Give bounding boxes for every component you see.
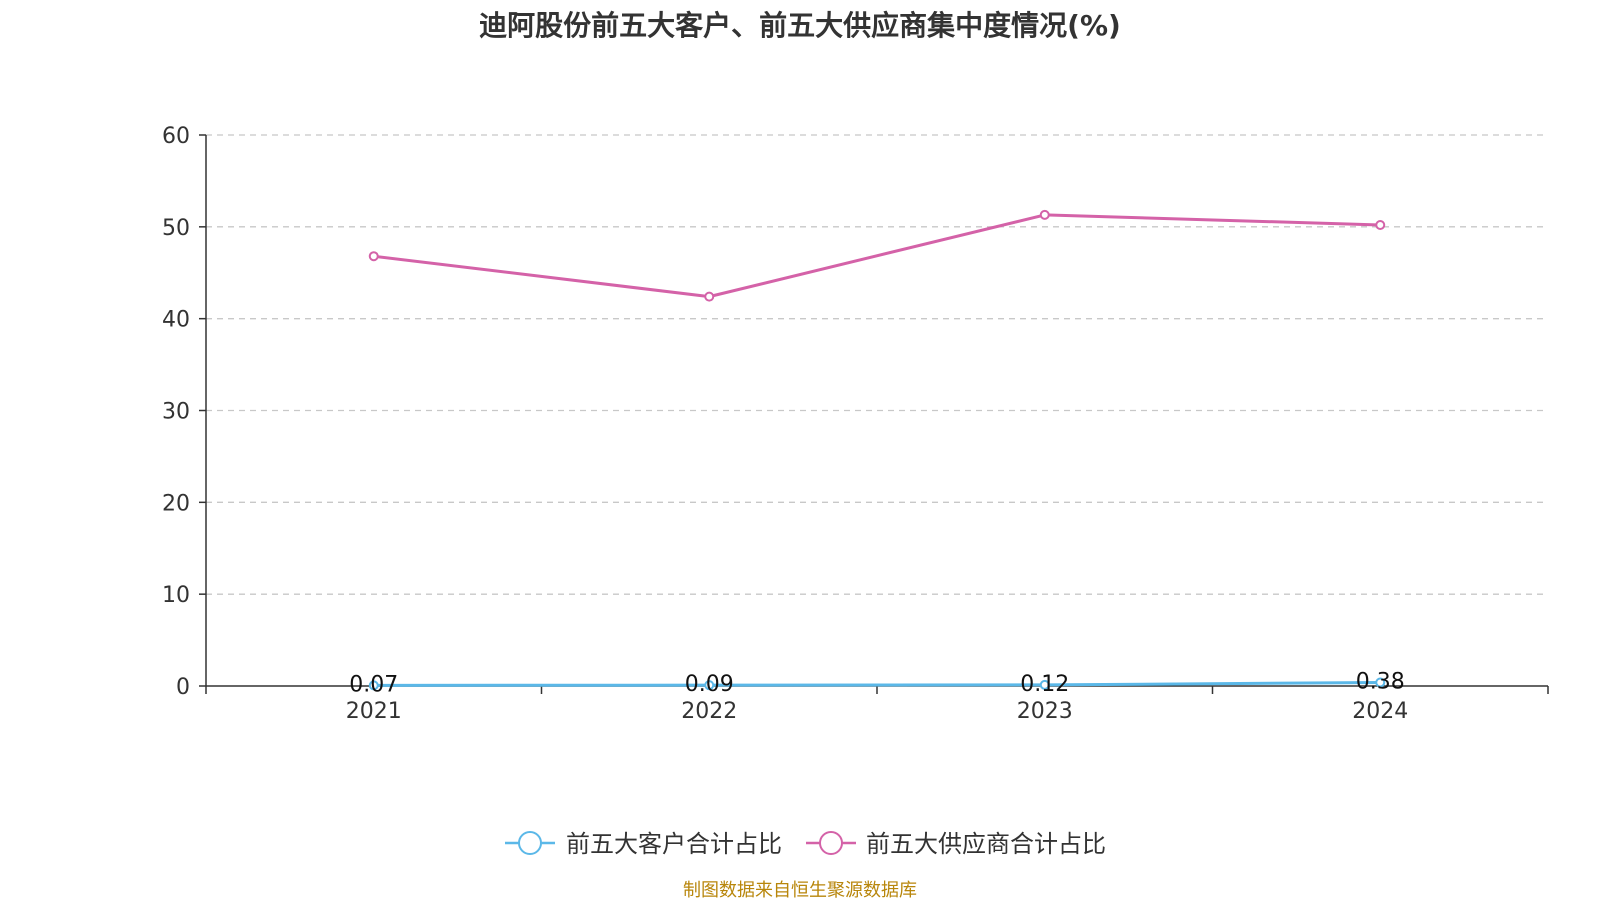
y-tick-label-0: 0 [176,675,190,700]
x-tick-label-2024: 2024 [1352,699,1408,724]
data-label-2024: 0.38 [1356,670,1405,695]
legend-marker-1 [819,831,843,855]
legend-label-1: 前五大供应商合计占比 [866,830,1106,858]
legend-label-0: 前五大客户合计占比 [566,830,782,858]
point-s1-2024 [1375,219,1386,230]
point-s1-2021 [368,251,379,262]
data-label-2023: 0.12 [1020,672,1069,697]
point-s0-2023 [1039,679,1050,690]
series-line-0 [373,681,1381,687]
y-tick-label-30: 30 [162,400,190,425]
x-tick-label-2022: 2022 [681,699,737,724]
point-s1-2022 [704,291,715,302]
data-label-2022: 0.09 [685,672,734,697]
y-tick-label-50: 50 [162,216,190,241]
y-tick-label-60: 60 [162,124,190,149]
x-tick-label-2021: 2021 [346,699,402,724]
chart-title: 迪阿股份前五大客户、前五大供应商集中度情况(%) [479,9,1121,42]
y-tick-label-40: 40 [162,308,190,333]
source-note: 制图数据来自恒生聚源数据库 [683,880,917,900]
point-s0-2022 [704,680,715,691]
y-tick-label-10: 10 [162,583,190,608]
legend-marker-0 [518,831,542,855]
y-tick-label-20: 20 [162,491,190,516]
data-label-2021: 0.07 [349,672,398,697]
point-s0-2024 [1375,677,1386,688]
point-s1-2023 [1039,209,1050,220]
x-tick-label-2023: 2023 [1017,699,1073,724]
point-s0-2021 [368,680,379,691]
series-line-1 [373,213,1381,299]
